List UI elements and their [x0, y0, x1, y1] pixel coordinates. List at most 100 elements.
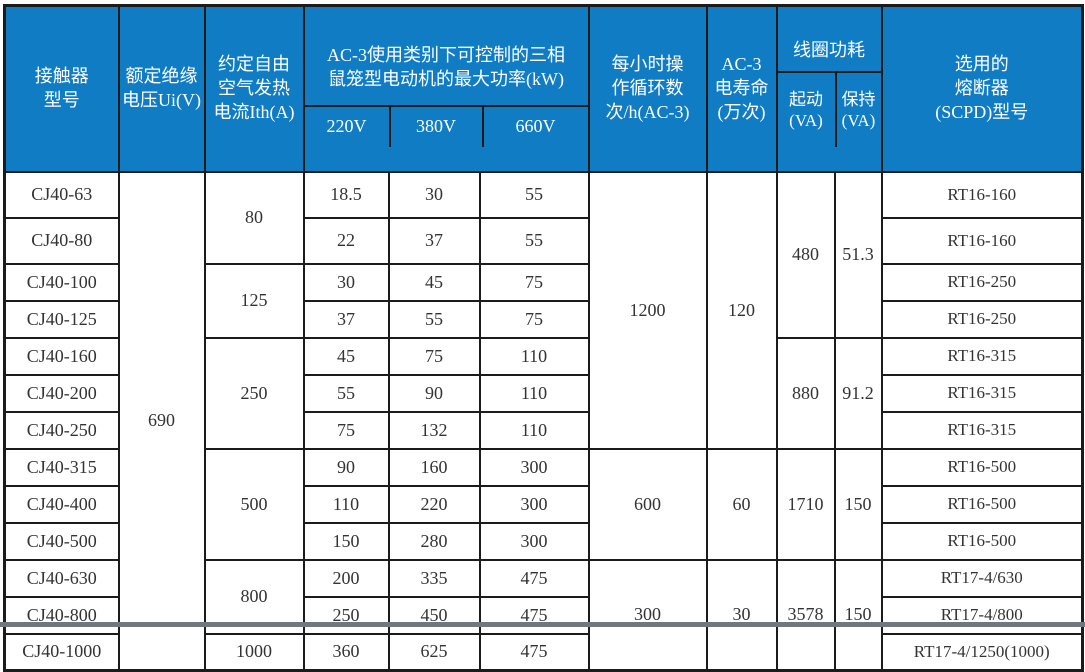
- fuse-cell: RT17-4/630: [880, 558, 1084, 598]
- fuse-cell: RT17-4/1250(1000): [880, 632, 1084, 672]
- fuse-cell: RT16-250: [880, 299, 1084, 339]
- coil-subheader-row: 起动 (VA) 保持 (VA): [778, 70, 880, 147]
- coil-hold-cell: 150: [833, 447, 883, 561]
- table-row: CJ40-200 55 90 110 RT16-315: [3, 373, 1084, 413]
- table-row: CJ40-400 110 220 300 RT16-500: [3, 484, 1084, 524]
- table-row: CJ40-63 690 80 18.5 30 55 1200 120 480 5…: [3, 170, 1084, 672]
- power-220-cell: 55: [302, 373, 390, 413]
- model-cell: CJ40-630: [3, 558, 120, 598]
- header-ac3-power-group: AC-3使用类别下可控制的三相 鼠笼型电动机的最大功率(kW) 220V 380…: [302, 4, 590, 173]
- header-cycles-per-hour: 每小时操 作循环数 次/h(AC-3): [587, 4, 708, 173]
- fuse-cell: RT16-315: [880, 373, 1084, 413]
- life-cell: 120: [705, 170, 778, 450]
- ith-cell: 125: [203, 262, 305, 339]
- power-220-cell: 110: [302, 484, 390, 524]
- header-thermal-current: 约定自由 空气发热 电流Ith(A): [203, 4, 305, 173]
- ith-cell: 80: [203, 170, 305, 265]
- power-220-cell: 30: [302, 262, 390, 302]
- table-row: CJ40-100 125 30 45 75 RT16-250: [3, 262, 1084, 339]
- power-380-cell: 220: [387, 484, 481, 524]
- header-660v: 660V: [481, 106, 587, 147]
- model-cell: CJ40-80: [3, 216, 120, 265]
- header-220v: 220V: [326, 115, 367, 136]
- coil-hold-cell: 150: [833, 558, 883, 672]
- power-380-cell: 280: [387, 521, 481, 561]
- header-ac3-power-label: AC-3使用类别下可控制的三相 鼠笼型电动机的最大功率(kW): [327, 45, 565, 89]
- coil-start-cell: 1710: [775, 447, 836, 561]
- ac3-power-group-wrap: AC-3使用类别下可控制的三相 鼠笼型电动机的最大功率(kW) 220V 380…: [305, 31, 587, 147]
- power-660-cell: 110: [478, 373, 590, 413]
- power-380-cell: 55: [387, 299, 481, 339]
- table-header: 接触器 型号 额定绝缘 电压Ui(V) 约定自由 空气发热 电流Ith(A) A…: [3, 4, 1084, 173]
- cycles-cell: 1200: [587, 170, 708, 450]
- power-220-cell: 37: [302, 299, 390, 339]
- power-380-cell: 625: [387, 632, 481, 672]
- fuse-cell: RT16-160: [880, 216, 1084, 265]
- header-coil-power-group: 线圈功耗 起动 (VA) 保持 (VA): [775, 4, 883, 173]
- power-220-cell: 45: [302, 336, 390, 376]
- power-380-cell: 30: [387, 170, 481, 219]
- header-insulation-voltage: 额定绝缘 电压Ui(V): [117, 4, 206, 173]
- power-220-cell: 75: [302, 410, 390, 450]
- power-380-cell: 335: [387, 558, 481, 598]
- model-cell: CJ40-200: [3, 373, 120, 413]
- power-380-cell: 75: [387, 336, 481, 376]
- ui-cell: 690: [117, 170, 206, 672]
- power-660-cell: 475: [478, 595, 590, 635]
- power-660-cell: 300: [478, 521, 590, 561]
- fuse-cell: RT16-315: [880, 410, 1084, 450]
- power-660-cell: 55: [478, 170, 590, 219]
- cycles-cell: 300: [587, 558, 708, 672]
- power-660-cell: 475: [478, 558, 590, 598]
- power-660-cell: 75: [478, 262, 590, 302]
- power-220-cell: 360: [302, 632, 390, 672]
- power-660-cell: 475: [478, 632, 590, 672]
- power-380-cell: 132: [387, 410, 481, 450]
- model-cell: CJ40-160: [3, 336, 120, 376]
- life-cell: 60: [705, 447, 778, 561]
- bottom-bar: [0, 622, 1085, 627]
- coil-start-cell: 880: [775, 336, 836, 450]
- model-cell: CJ40-125: [3, 299, 120, 339]
- model-cell: CJ40-250: [3, 410, 120, 450]
- fuse-cell: RT16-160: [880, 170, 1084, 219]
- fuse-cell: RT16-250: [880, 262, 1084, 302]
- contactor-spec-table: 接触器 型号 额定绝缘 电压Ui(V) 约定自由 空气发热 电流Ith(A) A…: [3, 4, 1084, 672]
- power-660-cell: 300: [478, 447, 590, 487]
- header-380v: 380V: [388, 106, 482, 147]
- model-cell: CJ40-100: [3, 262, 120, 302]
- model-cell: CJ40-315: [3, 447, 120, 487]
- model-cell: CJ40-500: [3, 521, 120, 561]
- power-380-cell: 90: [387, 373, 481, 413]
- power-660-cell: 55: [478, 216, 590, 265]
- ith-cell: 800: [203, 558, 305, 635]
- power-220-cell: 250: [302, 595, 390, 635]
- fuse-cell: RT16-500: [880, 484, 1084, 524]
- model-cell: CJ40-1000: [3, 632, 120, 672]
- coil-start-cell: 480: [775, 170, 836, 339]
- model-cell: CJ40-63: [3, 170, 120, 219]
- fuse-cell: RT16-500: [880, 521, 1084, 561]
- table-row: CJ40-500 150 280 300 RT16-500: [3, 521, 1084, 561]
- fuse-cell: RT16-315: [880, 336, 1084, 376]
- power-220-cell: 90: [302, 447, 390, 487]
- model-cell: CJ40-800: [3, 595, 120, 635]
- ith-cell: 500: [203, 447, 305, 561]
- ith-cell: 1000: [203, 632, 305, 672]
- header-coil-start: 起动 (VA): [789, 89, 823, 130]
- table-row: CJ40-315 500 90 160 300 600 60 1710 150 …: [3, 447, 1084, 561]
- coil-power-group-wrap: 线圈功耗 起动 (VA) 保持 (VA): [778, 31, 880, 147]
- power-380-cell: 450: [387, 595, 481, 635]
- table-row: CJ40-80 22 37 55 RT16-160: [3, 216, 1084, 265]
- power-660-cell: 110: [478, 336, 590, 376]
- power-220-cell: 22: [302, 216, 390, 265]
- power-380-cell: 160: [387, 447, 481, 487]
- cycles-cell: 600: [587, 447, 708, 561]
- table-row: CJ40-250 75 132 110 RT16-315: [3, 410, 1084, 450]
- fuse-cell: RT16-500: [880, 447, 1084, 487]
- header-row: 接触器 型号 额定绝缘 电压Ui(V) 约定自由 空气发热 电流Ith(A) A…: [3, 4, 1084, 173]
- coil-start-cell: 3578: [775, 558, 836, 672]
- table-row: CJ40-125 37 55 75 RT16-250: [3, 299, 1084, 339]
- header-model: 接触器 型号: [3, 4, 120, 173]
- header-coil-power-label: 线圈功耗: [793, 39, 865, 60]
